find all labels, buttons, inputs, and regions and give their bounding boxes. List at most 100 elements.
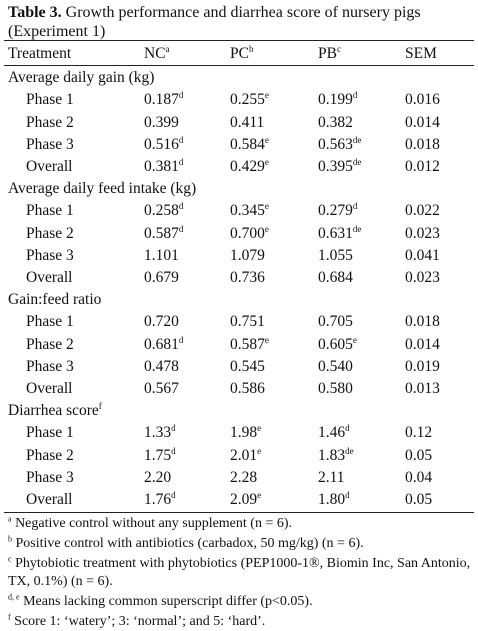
superscript-mark: d bbox=[352, 90, 358, 101]
table-row: Phase 1 0.258d 0.345e 0.279d 0.022 bbox=[0, 200, 478, 222]
cell-sem: 0.05 bbox=[405, 491, 433, 508]
cell-pb: 1.80d bbox=[318, 489, 350, 508]
table-caption: Table 3. Growth performance and diarrhea… bbox=[8, 3, 474, 41]
cell-nc: 0.720 bbox=[144, 313, 179, 331]
cell-nc: 1.33d bbox=[144, 423, 176, 442]
cell-sem: 0.019 bbox=[405, 357, 440, 375]
cell-pb: 0.199d bbox=[318, 90, 358, 109]
cell-pc: 0.700e bbox=[230, 223, 269, 242]
row-label: Phase 2 bbox=[26, 224, 74, 242]
section-title: Gain:feed ratio bbox=[8, 291, 102, 309]
footnote-text: Phytobiotic treatment with phytobiotics … bbox=[8, 556, 471, 590]
footnote: c Phytobiotic treatment with phytobiotic… bbox=[8, 555, 476, 591]
cell-sem: 0.014 bbox=[405, 335, 440, 353]
cell-pc: 2.09e bbox=[230, 489, 262, 508]
section-title: Average daily feed intake (kg) bbox=[8, 180, 197, 198]
footnote-mark: c bbox=[8, 554, 12, 564]
superscript-mark: de bbox=[352, 134, 362, 145]
cell-pb: 1.055 bbox=[318, 246, 353, 264]
superscript-mark: e bbox=[264, 334, 269, 345]
superscript-mark: d bbox=[178, 223, 184, 234]
cell-pc: 0.736 bbox=[230, 269, 265, 286]
table-row: Overall 0.679 0.736 0.684 0.023 bbox=[0, 267, 478, 289]
footnote: f Score 1: ‘watery’; 3: ‘normal’; and 5:… bbox=[8, 613, 476, 631]
row-label: Overall bbox=[26, 380, 73, 397]
cell-pb: 0.580 bbox=[318, 380, 353, 397]
section-title-row: Diarrhea scoref bbox=[0, 400, 478, 422]
section-title-row: Average daily gain (kg) bbox=[0, 67, 478, 89]
row-label: Phase 2 bbox=[26, 446, 74, 464]
table-header-rule bbox=[4, 65, 474, 67]
cell-nc: 0.516d bbox=[144, 134, 184, 153]
table-row: Overall 0.381d 0.429e 0.395de 0.012 bbox=[0, 156, 478, 178]
cell-pc: 0.586 bbox=[230, 380, 265, 397]
cell-nc: 0.567 bbox=[144, 380, 179, 397]
cell-sem: 0.023 bbox=[405, 269, 440, 286]
row-label: Phase 1 bbox=[26, 202, 74, 220]
footnote-text: Negative control without any supplement … bbox=[11, 516, 293, 532]
superscript-mark: d bbox=[178, 334, 184, 345]
superscript-mark: de bbox=[345, 445, 354, 456]
table-row: Phase 3 0.478 0.545 0.540 0.019 bbox=[0, 356, 478, 378]
cell-nc: 0.587d bbox=[144, 223, 184, 242]
row-label: Phase 2 bbox=[26, 113, 74, 131]
cell-nc: 0.258d bbox=[144, 201, 184, 220]
footnote: b Positive control with antibiotics (car… bbox=[8, 535, 476, 553]
row-label: Phase 3 bbox=[26, 357, 74, 375]
cell-sem: 0.04 bbox=[405, 468, 433, 486]
table-row: Overall 0.567 0.586 0.580 0.013 bbox=[0, 378, 478, 400]
superscript-mark: d bbox=[178, 90, 184, 101]
superscript-mark: d bbox=[178, 201, 184, 212]
table-row: Phase 3 0.516d 0.584e 0.563de 0.018 bbox=[0, 134, 478, 156]
table-top-rule bbox=[4, 40, 474, 41]
table-title: Growth performance and diarrhea score of… bbox=[8, 4, 421, 40]
table-row: Phase 3 1.101 1.079 1.055 0.041 bbox=[0, 245, 478, 267]
cell-sem: 0.023 bbox=[405, 224, 440, 242]
row-label: Phase 3 bbox=[26, 135, 74, 153]
row-label: Phase 1 bbox=[26, 424, 74, 442]
section-title: Average daily gain (kg) bbox=[8, 69, 155, 87]
superscript-mark: d bbox=[178, 134, 184, 145]
table-label: Table 3. bbox=[8, 4, 62, 21]
cell-pb: 0.631de bbox=[318, 223, 362, 242]
cell-pb: 0.382 bbox=[318, 113, 353, 131]
footnote-mark: f bbox=[8, 612, 11, 622]
footnote-text: Score 1: ‘watery’; 3: ‘normal’; and 5: ‘… bbox=[10, 614, 266, 630]
cell-pc: 1.98e bbox=[230, 423, 262, 442]
superscript-mark: de bbox=[352, 223, 362, 234]
cell-nc: 0.679 bbox=[144, 269, 179, 286]
table-row: Phase 1 1.33d 1.98e 1.46d 0.12 bbox=[0, 422, 478, 444]
cell-pc: 2.28 bbox=[230, 468, 258, 486]
table-row: Phase 2 1.75d 2.01e 1.83de 0.05 bbox=[0, 445, 478, 467]
superscript-mark: e bbox=[257, 423, 262, 434]
row-label: Phase 2 bbox=[26, 335, 74, 353]
superscript-mark: e bbox=[264, 156, 269, 167]
cell-pc: 0.411 bbox=[230, 113, 265, 131]
section-title-row: Average daily feed intake (kg) bbox=[0, 178, 478, 200]
cell-pc: 0.255e bbox=[230, 90, 269, 109]
table-row: Overall 1.76d 2.09e 1.80d 0.05 bbox=[0, 489, 478, 511]
cell-sem: 0.041 bbox=[405, 246, 440, 264]
section-title: Diarrhea scoref bbox=[8, 401, 102, 420]
superscript-mark: f bbox=[98, 401, 102, 412]
header-pb: PBc bbox=[318, 43, 341, 62]
row-label: Phase 1 bbox=[26, 91, 74, 109]
superscript-mark: e bbox=[352, 334, 357, 345]
superscript-mark: d bbox=[171, 445, 176, 456]
superscript-mark: e bbox=[264, 223, 269, 234]
table-row: Phase 1 0.187d 0.255e 0.199d 0.016 bbox=[0, 89, 478, 111]
cell-pb: 0.605e bbox=[318, 334, 357, 353]
table-bottom-rule bbox=[4, 512, 474, 514]
row-label: Phase 1 bbox=[26, 313, 74, 331]
superscript-mark: e bbox=[264, 201, 269, 212]
cell-sem: 0.022 bbox=[405, 202, 440, 220]
cell-pc: 0.545 bbox=[230, 357, 265, 375]
footnote-mark: d, e bbox=[8, 592, 20, 602]
superscript-mark: e bbox=[257, 445, 262, 456]
cell-nc: 0.478 bbox=[144, 357, 179, 375]
cell-pc: 0.345e bbox=[230, 201, 269, 220]
cell-nc: 1.76d bbox=[144, 489, 176, 508]
cell-pc: 0.587e bbox=[230, 334, 269, 353]
superscript-mark: c bbox=[336, 43, 341, 54]
cell-pb: 0.395de bbox=[318, 156, 362, 175]
